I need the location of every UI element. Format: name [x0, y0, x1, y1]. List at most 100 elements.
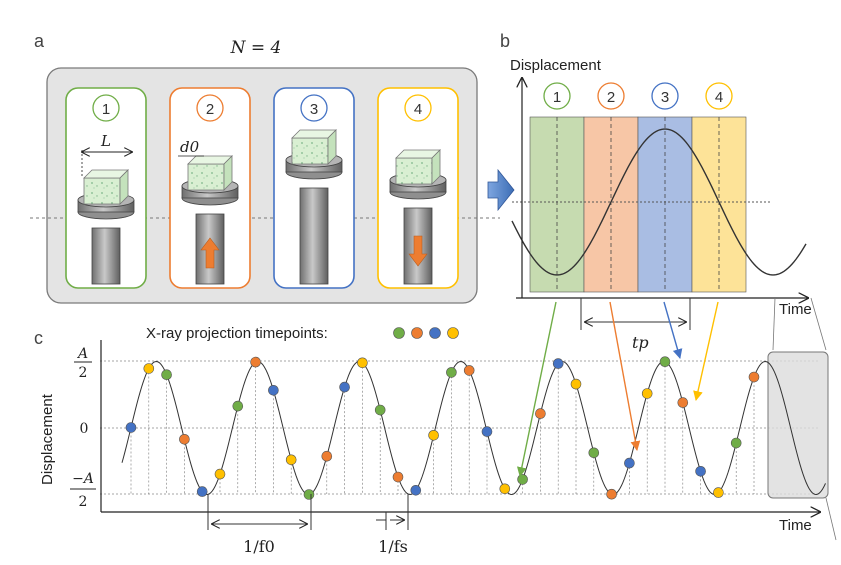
sample-cube-front	[187, 163, 225, 191]
legend-dots	[393, 327, 459, 339]
legend-label: X-ray projection timepoints:	[146, 325, 328, 342]
panel-b: b Displacement Time 1 2 3 4 tp	[500, 31, 812, 352]
projection-point	[161, 369, 172, 381]
mapping-arrow-phase-4	[693, 301, 719, 401]
projection-point	[285, 454, 297, 466]
projection-point	[428, 429, 439, 441]
sample-number-badge	[300, 94, 328, 122]
projection-point	[748, 371, 760, 383]
sample-cube-front	[83, 177, 121, 205]
projection-point	[730, 437, 742, 449]
phase-badge-2	[597, 82, 625, 110]
projection-point	[463, 365, 475, 376]
panel-b-signal-curve	[511, 128, 807, 276]
arrow-up-icon	[200, 237, 220, 269]
sample-number: 3	[310, 101, 318, 118]
projection-point	[606, 488, 617, 500]
projection-point	[357, 357, 368, 369]
freqs-label: 1/fs	[378, 537, 408, 556]
projection-point	[481, 426, 493, 437]
phase-badge-3	[651, 82, 679, 110]
period-fs-bracket: 1/fs	[376, 494, 409, 556]
piston-rod	[299, 187, 329, 285]
legend-dot	[447, 327, 459, 339]
projection-point	[232, 400, 244, 412]
sample-cube-side	[327, 129, 337, 165]
sample-card-4: 4	[377, 87, 459, 289]
projection-point	[303, 489, 315, 500]
sample-cards: 1L 2d0 3 4	[65, 87, 459, 289]
projection-points	[125, 356, 760, 500]
offset-label: d0	[180, 138, 200, 156]
sample-cube-side	[119, 169, 129, 205]
phase-badge-4	[705, 82, 733, 110]
piston-rod	[91, 227, 121, 285]
projection-point	[392, 471, 404, 483]
ytick-zero: 0	[80, 421, 89, 437]
panel-c-signal-curve	[121, 361, 826, 496]
n-label: N = 4	[230, 38, 282, 58]
legend-dot	[393, 327, 405, 339]
projection-point	[641, 388, 653, 399]
panel-b-xlabel: Time	[779, 301, 812, 318]
legend-dot	[411, 327, 423, 339]
zoom-connector-right	[810, 297, 827, 351]
sample-card-1: 1L	[65, 87, 147, 289]
sample-cube-side	[431, 149, 441, 185]
mapping-arrow-phase-1	[516, 301, 557, 477]
projection-point	[374, 404, 386, 416]
phase-badge-label: 3	[661, 89, 669, 106]
sample-number-badge	[196, 94, 224, 122]
projection-point	[517, 474, 528, 485]
mapping-arrow-phase-3	[663, 301, 683, 359]
transition-arrow-icon	[487, 168, 515, 212]
svg-text:−A: −A	[72, 471, 94, 487]
panel-b-ylabel: Displacement	[510, 57, 602, 74]
ytick-top: A 2	[74, 346, 92, 381]
projection-point	[179, 433, 190, 445]
projection-point	[552, 358, 564, 369]
projection-point	[624, 457, 635, 469]
projection-point	[143, 363, 155, 374]
phase-bands	[529, 116, 747, 293]
projection-point	[659, 356, 671, 368]
projection-point	[214, 468, 226, 480]
projection-point	[499, 483, 511, 495]
zoom-connector-top	[772, 297, 776, 351]
projection-point	[535, 408, 546, 419]
sample-number: 1	[102, 101, 110, 118]
phase-badge-label: 2	[607, 89, 615, 106]
projection-point	[713, 487, 724, 498]
projection-point	[677, 397, 689, 408]
zoom-connector-bottom	[825, 497, 837, 541]
sample-cube-front	[291, 137, 329, 165]
projection-point	[695, 465, 706, 477]
ytick-bottom: −A 2	[70, 471, 96, 510]
phase-badge-label: 1	[553, 89, 561, 106]
period-f0-bracket: 1/f0	[207, 494, 312, 556]
sample-number-badge	[404, 94, 432, 122]
sample-cube-front	[395, 157, 433, 185]
sample-card-2: 2 d0	[169, 87, 251, 289]
panel-c: c X-ray projection timepoints: Displacem…	[34, 297, 837, 556]
sample-card-3: 3	[273, 87, 355, 289]
period-label: tp	[632, 333, 649, 352]
projection-point	[588, 447, 600, 459]
projection-point	[125, 422, 137, 433]
sample-droplines	[130, 361, 755, 495]
svg-text:2: 2	[79, 365, 88, 381]
panel-c-letter: c	[34, 328, 43, 348]
zoom-region	[767, 351, 829, 499]
projection-point	[196, 486, 208, 497]
phase-badge-label: 4	[715, 89, 723, 106]
freq0-label: 1/f0	[243, 537, 275, 556]
projection-point	[268, 384, 279, 396]
phase-band-labels: 1 2 3 4	[543, 82, 733, 110]
panel-c-ylabel: Displacement	[39, 393, 56, 485]
projection-point	[250, 356, 261, 368]
mapping-arrow-phase-2	[609, 301, 641, 451]
sample-panel-background	[46, 67, 478, 304]
projection-point	[570, 378, 582, 390]
